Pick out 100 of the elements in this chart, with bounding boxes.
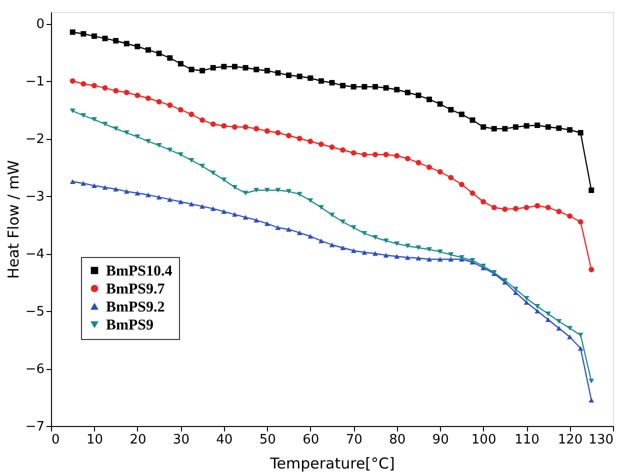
point <box>167 55 173 61</box>
point <box>534 122 540 128</box>
point <box>588 398 594 402</box>
point <box>524 204 530 210</box>
point <box>275 225 281 230</box>
point <box>308 234 314 239</box>
point <box>232 212 238 217</box>
point <box>578 130 584 136</box>
point <box>156 50 162 56</box>
point <box>286 72 292 78</box>
point <box>416 256 422 260</box>
point <box>545 124 551 130</box>
point <box>296 192 302 197</box>
point <box>404 90 410 96</box>
point <box>200 164 206 168</box>
point <box>254 126 260 132</box>
point <box>437 249 443 254</box>
y-tick-label: −7 <box>25 420 44 434</box>
point <box>556 326 562 331</box>
point <box>91 82 97 88</box>
point <box>113 186 119 192</box>
point <box>383 85 389 91</box>
point <box>567 326 573 331</box>
point <box>200 68 206 74</box>
point <box>264 188 270 193</box>
point <box>275 70 281 76</box>
point <box>210 65 216 71</box>
point <box>296 230 302 236</box>
point <box>588 266 594 272</box>
point <box>102 36 108 42</box>
point <box>146 47 152 53</box>
point <box>296 74 302 80</box>
point <box>242 214 248 220</box>
point <box>210 170 216 176</box>
point <box>286 189 292 194</box>
y-tick-label: −2 <box>25 132 44 147</box>
point <box>156 98 162 104</box>
point <box>491 126 497 132</box>
point <box>200 117 206 123</box>
point <box>329 144 335 150</box>
point <box>232 64 238 70</box>
point <box>264 221 270 226</box>
point <box>156 143 162 148</box>
point <box>383 152 389 158</box>
point <box>167 102 173 108</box>
point <box>404 255 410 260</box>
point <box>221 178 227 182</box>
point <box>70 108 76 114</box>
point <box>437 101 443 107</box>
y-tick-label: −6 <box>25 362 44 377</box>
y-tick-label: −1 <box>25 74 44 90</box>
point <box>188 202 194 206</box>
point <box>534 304 540 309</box>
point <box>556 318 562 324</box>
y-tick-label: −5 <box>25 304 44 320</box>
x-axis-title: Temperature[°C] <box>269 454 395 472</box>
x-tick-label: 20 <box>130 432 146 448</box>
point <box>80 31 86 37</box>
point <box>567 334 573 340</box>
point <box>448 252 454 258</box>
point <box>102 185 108 190</box>
point <box>308 198 314 203</box>
point <box>318 78 324 84</box>
x-tick-label: 40 <box>216 432 233 448</box>
point <box>502 126 508 132</box>
point <box>448 107 454 112</box>
point <box>524 300 530 305</box>
point <box>210 121 216 127</box>
point <box>146 96 152 101</box>
legend-label: BmPS9 <box>106 318 154 334</box>
point <box>254 66 260 72</box>
point <box>437 169 443 175</box>
point <box>458 112 464 118</box>
point <box>340 245 346 250</box>
y-tick-label: −3 <box>25 190 44 204</box>
point <box>210 206 216 212</box>
point <box>113 38 119 44</box>
point <box>70 78 76 84</box>
point <box>588 188 594 193</box>
point <box>394 153 400 158</box>
x-tick-label: 120 <box>558 432 583 448</box>
point <box>80 113 86 118</box>
point <box>426 256 432 262</box>
point <box>275 188 281 193</box>
point <box>372 235 378 240</box>
point <box>70 29 76 35</box>
point <box>394 254 400 259</box>
point <box>221 209 227 214</box>
point <box>178 61 184 66</box>
point <box>308 75 314 81</box>
x-tick-label: 100 <box>471 432 496 448</box>
point <box>416 245 422 250</box>
point <box>124 130 130 136</box>
point <box>318 238 324 244</box>
point <box>448 174 454 180</box>
point <box>134 190 140 196</box>
x-tick-label: 60 <box>302 432 320 448</box>
point <box>372 251 378 256</box>
point <box>124 90 130 96</box>
point <box>362 152 368 158</box>
